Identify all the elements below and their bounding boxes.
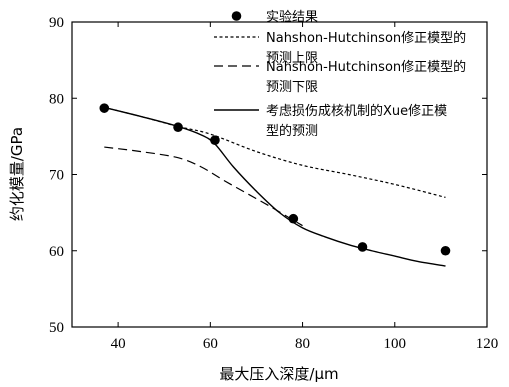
data-point (99, 103, 110, 113)
legend-marker (231, 11, 242, 21)
series-line-solid (104, 106, 446, 267)
x-tick-label: 120 (476, 336, 499, 352)
x-axis-title: 最大压入深度/μm (219, 365, 338, 383)
legend-label: Nahshon-Hutchinson修正模型的 (266, 59, 466, 75)
series-2 (104, 146, 303, 227)
y-tick-label: 70 (49, 168, 64, 184)
series-line-dashed (104, 146, 303, 227)
data-point (440, 245, 451, 256)
y-tick-label: 60 (49, 244, 64, 260)
legend-label: 考虑损伤成核机制的Xue修正模 (266, 103, 447, 119)
legend: 实验结果Nahshon-Hutchinson修正模型的预测上限Nahshon-H… (214, 9, 466, 139)
y-tick-label: 50 (49, 320, 64, 336)
legend-label: 预测下限 (266, 80, 318, 95)
x-tick-label: 100 (384, 336, 407, 352)
y-tick-label: 80 (49, 91, 64, 107)
legend-label: 型的预测 (266, 123, 318, 139)
series-0 (99, 103, 451, 256)
series-line-dotted (104, 106, 446, 198)
y-tick-label: 90 (49, 15, 64, 31)
x-tick-label: 80 (295, 336, 310, 352)
y-axis-title: 约化模量/GPa (8, 127, 26, 221)
legend-label: 实验结果 (266, 9, 318, 25)
ticks: 40 60 80 100 120 50 60 70 80 90 (49, 15, 498, 352)
x-tick-label: 40 (111, 336, 126, 352)
legend-label: Nahshon-Hutchinson修正模型的 (266, 30, 466, 46)
legend-label: 预测上限 (266, 51, 318, 66)
series-3 (104, 106, 446, 267)
x-tick-label: 60 (203, 336, 218, 352)
series-layer (99, 103, 451, 267)
series-1 (104, 106, 446, 198)
legend-entry: 实验结果 (231, 9, 318, 25)
data-point (173, 122, 183, 133)
